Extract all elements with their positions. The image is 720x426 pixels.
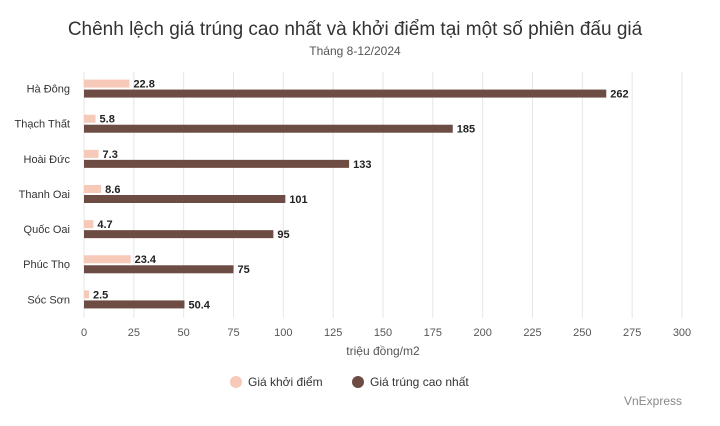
legend-marker <box>230 376 242 388</box>
data-label: 5.8 <box>100 114 115 126</box>
bar <box>84 79 130 88</box>
data-label: 4.7 <box>97 219 112 231</box>
y-tick-label: Hà Đông <box>27 83 70 95</box>
x-tick-label: 50 <box>178 327 190 339</box>
data-label: 185 <box>457 124 475 136</box>
bar <box>84 89 607 98</box>
y-tick-label: Thạch Thất <box>15 119 70 131</box>
y-tick-label: Hoài Đức <box>24 154 71 166</box>
legend-marker <box>352 376 364 388</box>
data-label: 2.5 <box>93 289 108 301</box>
y-tick-label: Thanh Oai <box>19 189 70 201</box>
data-label: 75 <box>238 264 250 276</box>
source: VnExpress <box>624 394 682 408</box>
data-label: 23.4 <box>135 254 157 266</box>
x-tick-label: 75 <box>227 327 239 339</box>
bar <box>84 159 350 168</box>
chart-subtitle: Tháng 8-12/2024 <box>309 44 401 58</box>
bar <box>84 114 96 123</box>
data-label: 8.6 <box>105 184 120 196</box>
bar <box>84 230 274 239</box>
y-tick-label: Phúc Thọ <box>23 259 70 271</box>
x-tick-label: 125 <box>324 327 342 339</box>
legend-label: Giá trúng cao nhất <box>370 375 469 389</box>
x-tick-label: 175 <box>424 327 442 339</box>
x-tick-label: 250 <box>573 327 591 339</box>
x-tick-label: 225 <box>523 327 541 339</box>
bar <box>84 265 234 274</box>
chart-title: Chênh lệch giá trúng cao nhất và khởi đi… <box>68 19 643 40</box>
data-label: 262 <box>610 88 628 100</box>
bar <box>84 220 94 229</box>
x-tick-label: 0 <box>81 327 87 339</box>
data-label: 101 <box>289 194 307 206</box>
data-label: 7.3 <box>103 149 118 161</box>
bar <box>84 185 102 193</box>
x-tick-label: 300 <box>673 327 691 339</box>
data-label: 95 <box>277 229 289 241</box>
data-label: 22.8 <box>133 78 154 90</box>
bar <box>84 290 89 299</box>
legend-label: Giá khởi điểm <box>248 375 323 389</box>
x-tick-label: 100 <box>274 327 292 339</box>
bar <box>84 255 131 264</box>
x-tick-label: 25 <box>128 327 140 339</box>
y-tick-label: Sóc Sơn <box>27 294 70 306</box>
bar <box>84 300 185 309</box>
bar <box>84 124 453 133</box>
x-tick-label: 275 <box>623 327 641 339</box>
y-tick-label: Quốc Oai <box>24 224 70 236</box>
x-axis-label: triệu đồng/m2 <box>346 344 420 358</box>
data-label: 50.4 <box>188 299 210 311</box>
x-tick-label: 150 <box>374 327 392 339</box>
data-label: 133 <box>353 159 371 171</box>
bar <box>84 195 286 203</box>
bar <box>84 149 99 158</box>
x-tick-label: 200 <box>473 327 491 339</box>
